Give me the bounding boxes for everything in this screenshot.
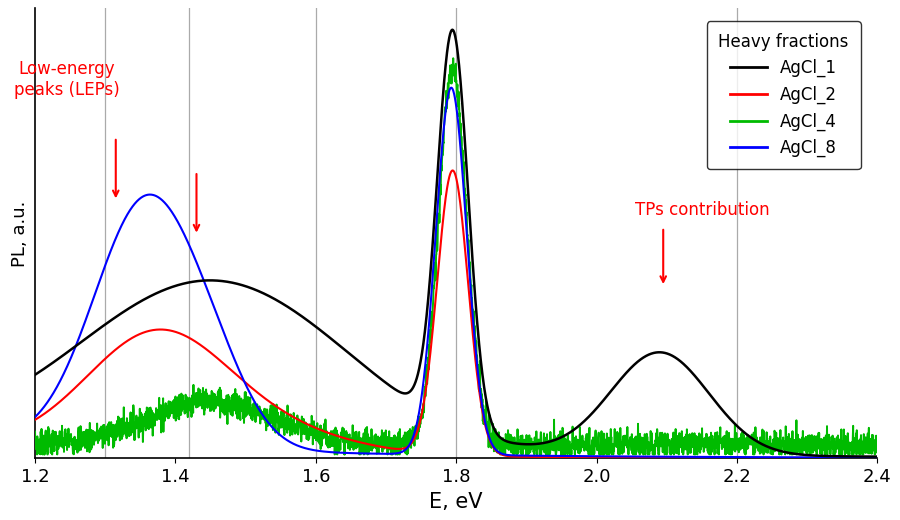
X-axis label: E, eV: E, eV <box>429 492 483 512</box>
Y-axis label: PL, a.u.: PL, a.u. <box>12 200 30 267</box>
Legend: AgCl_1, AgCl_2, AgCl_4, AgCl_8: AgCl_1, AgCl_2, AgCl_4, AgCl_8 <box>706 21 860 169</box>
Text: TPs contribution: TPs contribution <box>635 201 770 219</box>
Text: Low-energy
peaks (LEPs): Low-energy peaks (LEPs) <box>14 60 120 99</box>
